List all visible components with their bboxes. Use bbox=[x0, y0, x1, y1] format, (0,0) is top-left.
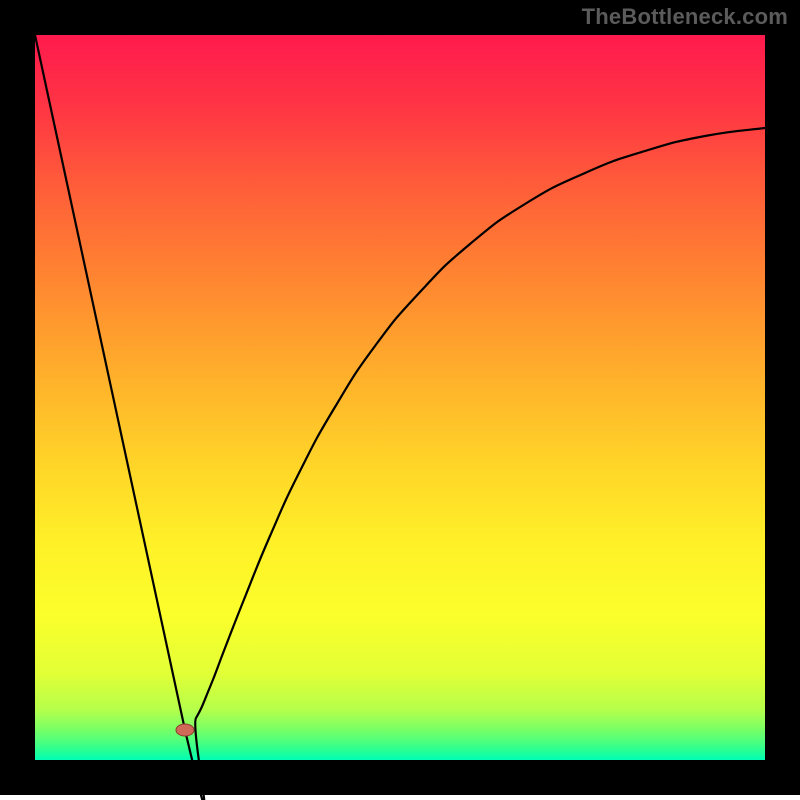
watermark-text: TheBottleneck.com bbox=[582, 4, 788, 30]
optimum-marker bbox=[176, 724, 194, 736]
figure-container: TheBottleneck.com bbox=[0, 0, 800, 800]
heatmap-background bbox=[35, 35, 765, 760]
bottleneck-chart bbox=[0, 0, 800, 800]
